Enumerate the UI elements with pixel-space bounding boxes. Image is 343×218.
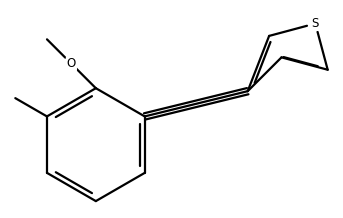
Text: O: O [67, 57, 76, 70]
Text: S: S [312, 17, 319, 30]
